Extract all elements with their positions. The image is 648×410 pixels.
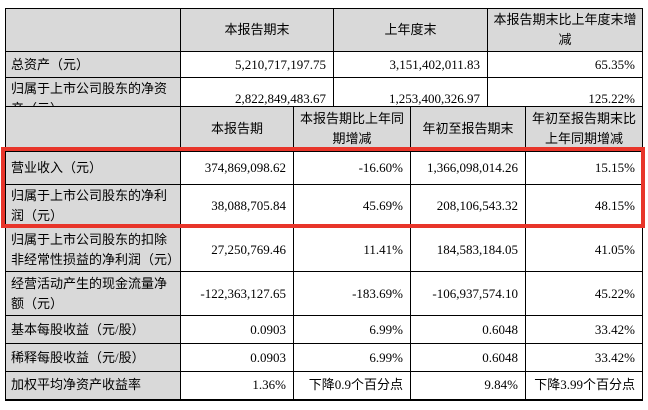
col-header-change-vs-same-period: 本报告期比上年同期增减	[293, 106, 411, 152]
cell-value: 38,088,705.84	[180, 183, 294, 229]
cell-value: 184,583,184.05	[410, 227, 526, 273]
row-label-operating-revenue: 营业收入（元）	[5, 151, 181, 185]
cell-value: 65.35%	[487, 51, 643, 79]
cell-value: 1.36%	[180, 371, 294, 401]
cell-value: 0.0903	[180, 343, 294, 373]
row-label-total-assets: 总资产（元）	[5, 51, 181, 79]
row-label-deducted-net-profit: 归属于上市公司股东的扣除非经常性损益的净利润（元）	[5, 227, 181, 273]
cell-value: 0.0903	[180, 315, 294, 345]
cell-value: -106,937,574.10	[410, 271, 526, 317]
cell-value: 1,366,098,014.26	[410, 151, 526, 185]
cell-value: -16.60%	[293, 151, 411, 185]
cell-value: 27,250,769.46	[180, 227, 294, 273]
empty-header-cell	[5, 7, 181, 53]
cell-value: 5,210,717,197.75	[180, 51, 334, 79]
cell-value: 15.15%	[525, 151, 643, 185]
table-row: 总资产（元） 5,210,717,197.75 3,151,402,011.83…	[5, 51, 643, 79]
cell-value: 9.84%	[410, 371, 526, 401]
empty-header-cell	[5, 106, 181, 152]
table-row-diluted-eps: 稀释每股收益（元/股） 0.0903 6.99% 0.6048 33.42%	[5, 343, 643, 373]
cell-value: 45.22%	[525, 271, 643, 317]
table-row-basic-eps: 基本每股收益（元/股） 0.0903 6.99% 0.6048 33.42%	[5, 315, 643, 345]
row-label-weighted-avg-roe: 加权平均净资产收益率	[5, 371, 181, 401]
cell-value: 33.42%	[525, 343, 643, 373]
cell-value: -122,363,127.65	[180, 271, 294, 317]
cell-value: 41.05%	[525, 227, 643, 273]
cell-value: 3,151,402,011.83	[333, 51, 488, 79]
cell-value: 6.99%	[293, 315, 411, 345]
cell-value: 374,869,098.62	[180, 151, 294, 185]
col-header-ytd-change-vs-same-period: 年初至报告期末比上年同期增减	[525, 106, 643, 152]
row-label-operating-cash-flow: 经营活动产生的现金流量净额（元）	[5, 271, 181, 317]
col-header-year-to-date: 年初至报告期末	[410, 106, 526, 152]
cell-value: 11.41%	[293, 227, 411, 273]
col-header-change-vs-prior-year-end: 本报告期末比上年度末增减	[487, 7, 643, 53]
cell-value: 48.15%	[525, 183, 643, 229]
col-header-current-period-end: 本报告期末	[180, 7, 334, 53]
cell-value: 下降0.9个百分点	[293, 371, 411, 401]
performance-summary-table: 本报告期 本报告期比上年同期增减 年初至报告期末 年初至报告期末比上年同期增减 …	[5, 106, 643, 401]
table-row-net-profit: 归属于上市公司股东的净利润（元） 38,088,705.84 45.69% 20…	[5, 183, 643, 229]
cell-value: 6.99%	[293, 343, 411, 373]
cell-value: 0.6048	[410, 343, 526, 373]
table-row-weighted-avg-roe: 加权平均净资产收益率 1.36% 下降0.9个百分点 9.84% 下降3.99个…	[5, 371, 643, 401]
table-row-deducted-net-profit: 归属于上市公司股东的扣除非经常性损益的净利润（元） 27,250,769.46 …	[5, 227, 643, 273]
balance-summary-table: 本报告期末 上年度末 本报告期末比上年度末增减 总资产（元） 5,210,717…	[5, 7, 643, 122]
row-label-basic-eps: 基本每股收益（元/股）	[5, 315, 181, 345]
cell-value: 下降3.99个百分点	[525, 371, 643, 401]
cell-value: 208,106,543.32	[410, 183, 526, 229]
col-header-prior-year-end: 上年度末	[333, 7, 488, 53]
col-header-current-period: 本报告期	[180, 106, 294, 152]
row-label-diluted-eps: 稀释每股收益（元/股）	[5, 343, 181, 373]
cell-value: 33.42%	[525, 315, 643, 345]
cell-value: 45.69%	[293, 183, 411, 229]
cell-value: -183.69%	[293, 271, 411, 317]
table-header-row: 本报告期末 上年度末 本报告期末比上年度末增减	[5, 7, 643, 53]
row-label-net-profit: 归属于上市公司股东的净利润（元）	[5, 183, 181, 229]
table-header-row: 本报告期 本报告期比上年同期增减 年初至报告期末 年初至报告期末比上年同期增减	[5, 106, 643, 152]
cell-value: 0.6048	[410, 315, 526, 345]
table-row-revenue: 营业收入（元） 374,869,098.62 -16.60% 1,366,098…	[5, 151, 643, 185]
table-row-operating-cash-flow: 经营活动产生的现金流量净额（元） -122,363,127.65 -183.69…	[5, 271, 643, 317]
